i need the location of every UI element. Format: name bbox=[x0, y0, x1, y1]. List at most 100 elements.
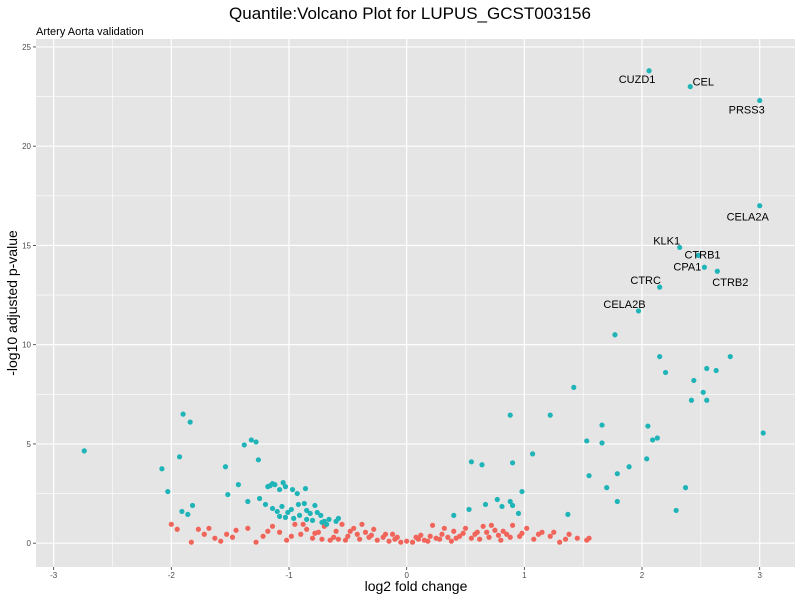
y-tick-label: 5 bbox=[27, 440, 32, 449]
data-point bbox=[280, 480, 286, 486]
data-point bbox=[460, 530, 466, 536]
data-point bbox=[256, 495, 263, 502]
data-point bbox=[168, 521, 174, 527]
data-point bbox=[418, 532, 424, 538]
data-point bbox=[498, 537, 504, 543]
data-point bbox=[276, 529, 283, 535]
data-point bbox=[319, 519, 325, 525]
chart-subtitle: Artery Aorta validation bbox=[36, 26, 144, 38]
data-point bbox=[253, 439, 259, 445]
data-point bbox=[307, 510, 313, 517]
data-point bbox=[657, 284, 663, 290]
data-point bbox=[327, 537, 333, 543]
data-point bbox=[451, 512, 457, 518]
x-axis-title: log2 fold change bbox=[365, 578, 468, 594]
gene-label: KLK1 bbox=[653, 235, 680, 247]
data-point bbox=[479, 462, 485, 468]
data-point bbox=[187, 419, 193, 425]
data-point bbox=[646, 68, 652, 74]
data-point bbox=[279, 503, 285, 510]
data-point bbox=[159, 466, 165, 472]
data-point bbox=[398, 539, 404, 545]
data-point bbox=[314, 509, 320, 516]
data-point bbox=[253, 539, 259, 545]
data-point bbox=[562, 536, 569, 542]
data-point bbox=[445, 534, 451, 540]
data-point bbox=[265, 528, 271, 534]
data-point bbox=[429, 522, 436, 528]
data-point bbox=[81, 448, 87, 454]
data-point bbox=[614, 471, 620, 477]
data-point bbox=[222, 464, 229, 470]
gene-label: CTRB1 bbox=[684, 249, 720, 261]
data-point bbox=[599, 440, 605, 446]
data-point bbox=[547, 533, 553, 539]
x-tick-label: -3 bbox=[50, 571, 58, 580]
data-point bbox=[409, 539, 416, 545]
data-point bbox=[480, 523, 486, 529]
gene-label: CPA1 bbox=[673, 261, 701, 273]
gene-label: CELA2B bbox=[603, 299, 645, 311]
y-tick-label: 10 bbox=[22, 341, 31, 350]
data-point bbox=[439, 531, 445, 537]
data-point bbox=[441, 525, 447, 531]
gene-label: CELA2A bbox=[727, 212, 770, 224]
data-point bbox=[300, 521, 306, 527]
data-point bbox=[645, 423, 651, 429]
data-point bbox=[466, 506, 472, 513]
y-tick-label: 15 bbox=[22, 241, 31, 250]
data-point bbox=[274, 508, 280, 515]
x-tick-label: 2 bbox=[640, 571, 645, 580]
data-point bbox=[557, 539, 563, 545]
data-point bbox=[484, 529, 490, 535]
data-point bbox=[245, 498, 251, 505]
data-point bbox=[488, 522, 494, 528]
data-point bbox=[700, 389, 706, 395]
data-point bbox=[427, 533, 433, 539]
data-point bbox=[195, 526, 201, 532]
data-point bbox=[291, 515, 297, 521]
data-point bbox=[212, 535, 218, 541]
data-point bbox=[296, 512, 303, 518]
data-point bbox=[269, 523, 276, 529]
data-point bbox=[351, 525, 357, 531]
data-point bbox=[326, 516, 332, 522]
data-point bbox=[312, 502, 318, 509]
data-point bbox=[529, 451, 536, 457]
data-point bbox=[288, 533, 294, 539]
data-point bbox=[224, 531, 230, 537]
data-point bbox=[389, 531, 396, 537]
data-point bbox=[272, 482, 278, 488]
data-point bbox=[374, 537, 380, 543]
gene-label: CTRB2 bbox=[712, 277, 748, 289]
y-axis-ticks: 0 5 10 15 20 25 bbox=[22, 43, 36, 548]
data-point bbox=[757, 203, 763, 209]
data-point bbox=[565, 511, 571, 517]
data-point bbox=[292, 521, 298, 527]
data-point bbox=[201, 531, 207, 537]
data-point bbox=[499, 503, 505, 510]
data-point bbox=[586, 473, 592, 479]
x-axis-ticks: -3 -2 -1 0 1 2 3 bbox=[50, 567, 762, 580]
data-point bbox=[574, 535, 580, 541]
data-point bbox=[189, 502, 196, 509]
y-tick-label: 25 bbox=[22, 43, 31, 52]
data-point bbox=[519, 530, 525, 536]
chart-title: Quantile:Volcano Plot for LUPUS_GCST0031… bbox=[229, 4, 591, 23]
data-point bbox=[304, 516, 310, 522]
x-tick-label: 1 bbox=[522, 571, 527, 580]
data-point bbox=[318, 512, 324, 518]
data-point bbox=[704, 365, 710, 372]
data-point bbox=[404, 538, 410, 544]
data-point bbox=[507, 534, 513, 540]
data-point bbox=[319, 536, 325, 542]
data-point bbox=[262, 501, 269, 508]
data-point bbox=[174, 526, 180, 532]
data-point bbox=[586, 535, 592, 541]
data-point bbox=[312, 530, 318, 536]
data-point bbox=[359, 521, 365, 527]
data-point bbox=[644, 456, 650, 462]
data-point bbox=[366, 534, 372, 540]
data-point bbox=[179, 508, 185, 515]
x-tick-label: 3 bbox=[757, 571, 762, 580]
